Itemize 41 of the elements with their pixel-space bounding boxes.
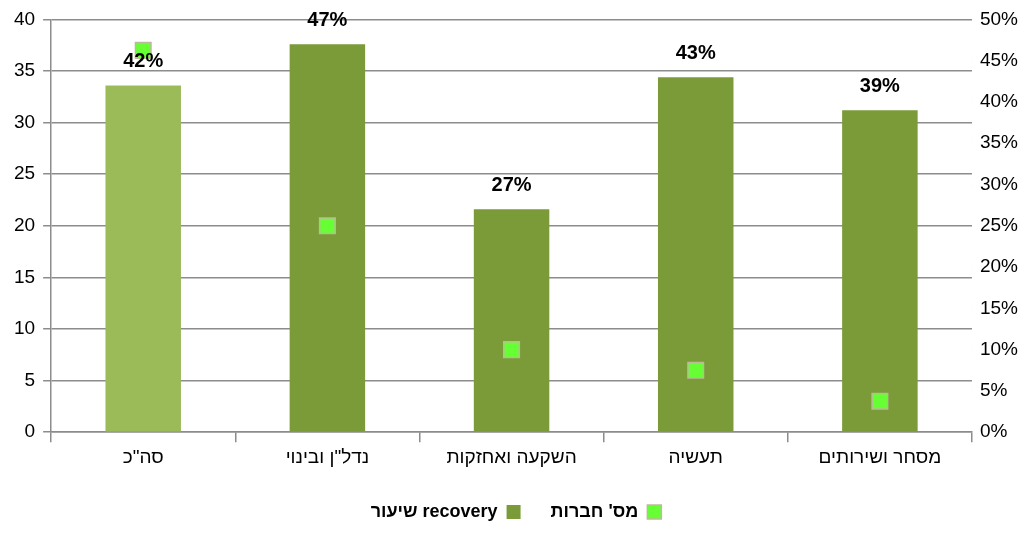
y-tick-label: 0 (24, 420, 36, 442)
x-tick-label: מסחר ושירותים (818, 445, 942, 467)
y2-tick-label: 5% (979, 379, 1008, 401)
x-tick-label: תעשיה (668, 445, 723, 467)
data-label: 39% (859, 73, 901, 96)
y2-tick-label: 50% (979, 7, 1019, 29)
y2-tick-label: 30% (979, 172, 1019, 194)
y2-tick-label: 40% (979, 90, 1019, 112)
bar (289, 44, 366, 432)
y-tick-label: 10 (13, 317, 36, 339)
y-tick-label: 40 (13, 7, 36, 29)
y-tick-label: 25 (13, 162, 36, 184)
bar (105, 85, 181, 432)
data-label: 42% (123, 48, 164, 71)
y2-tick-label: 0% (979, 420, 1008, 442)
data-label: 47% (307, 7, 348, 30)
y-tick-label: 20 (13, 214, 36, 236)
point (871, 392, 889, 410)
x-tick-label: סה"כ (122, 445, 164, 467)
bar (473, 209, 550, 432)
bar (657, 77, 734, 432)
y-tick-label: 30 (13, 110, 36, 132)
legend-label: שיעור recovery (370, 500, 498, 521)
data-label: 27% (491, 172, 532, 195)
x-tick-label: השקעה ואחזקות (446, 445, 577, 467)
y-tick-label: 15 (13, 265, 36, 287)
y2-tick-label: 15% (979, 296, 1019, 318)
x-tick-label: נדל"ן ובינוי (285, 445, 370, 467)
point (318, 217, 336, 235)
y2-tick-label: 20% (979, 255, 1019, 277)
point (687, 361, 705, 379)
point (503, 341, 521, 359)
y2-tick-label: 10% (979, 337, 1019, 359)
y-tick-label: 5 (24, 368, 36, 390)
data-label: 43% (675, 40, 716, 63)
y2-tick-label: 45% (979, 48, 1019, 70)
y-tick-label: 35 (13, 59, 36, 81)
bar (842, 110, 918, 432)
y2-tick-label: 35% (979, 131, 1019, 153)
y2-tick-label: 25% (979, 214, 1019, 236)
legend-label: מס' חברות (550, 500, 639, 521)
